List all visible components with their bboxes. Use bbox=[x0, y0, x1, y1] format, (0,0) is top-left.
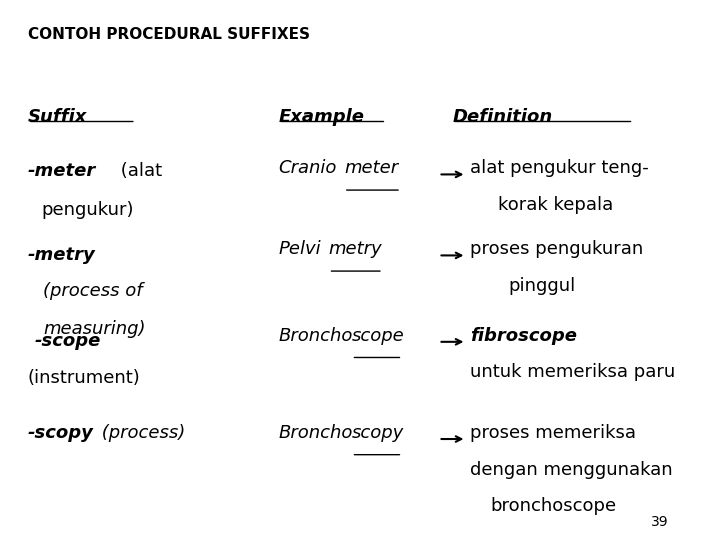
Text: (process of: (process of bbox=[43, 282, 143, 300]
Text: scopy: scopy bbox=[351, 424, 404, 442]
Text: untuk memeriksa paru: untuk memeriksa paru bbox=[470, 363, 675, 381]
Text: proses memeriksa: proses memeriksa bbox=[470, 424, 636, 442]
Text: Example: Example bbox=[279, 108, 364, 126]
Text: Definition: Definition bbox=[452, 108, 553, 126]
Text: Broncho: Broncho bbox=[279, 327, 353, 345]
Text: meter: meter bbox=[344, 159, 398, 177]
Text: measuring): measuring) bbox=[43, 320, 145, 338]
Text: Cranio: Cranio bbox=[279, 159, 337, 177]
Text: dengan menggunakan: dengan menggunakan bbox=[470, 461, 672, 478]
Text: -scope: -scope bbox=[35, 332, 102, 350]
Text: korak kepala: korak kepala bbox=[498, 196, 613, 214]
Text: pengukur): pengukur) bbox=[42, 201, 134, 219]
Text: -metry: -metry bbox=[28, 246, 96, 264]
Text: bronchoscope: bronchoscope bbox=[491, 497, 617, 515]
Text: Broncho: Broncho bbox=[279, 424, 353, 442]
Text: (alat: (alat bbox=[115, 162, 162, 180]
Text: pinggul: pinggul bbox=[508, 277, 575, 295]
Text: Pelvi: Pelvi bbox=[279, 240, 321, 258]
Text: -meter: -meter bbox=[28, 162, 96, 180]
Text: (instrument): (instrument) bbox=[28, 369, 140, 387]
Text: metry: metry bbox=[328, 240, 382, 258]
Text: -scopy: -scopy bbox=[28, 424, 94, 442]
Text: Suffix: Suffix bbox=[28, 108, 87, 126]
Text: 39: 39 bbox=[651, 515, 668, 529]
Text: scope: scope bbox=[351, 327, 405, 345]
Text: fibroscope: fibroscope bbox=[470, 327, 577, 345]
Text: CONTOH PROCEDURAL SUFFIXES: CONTOH PROCEDURAL SUFFIXES bbox=[28, 27, 310, 42]
Text: (process): (process) bbox=[96, 424, 185, 442]
Text: proses pengukuran: proses pengukuran bbox=[470, 240, 643, 258]
Text: alat pengukur teng-: alat pengukur teng- bbox=[470, 159, 649, 177]
